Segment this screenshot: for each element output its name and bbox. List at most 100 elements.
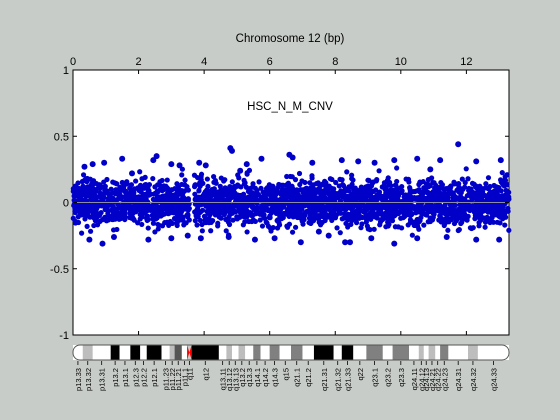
band-label: q13.11 [219, 368, 228, 390]
data-point [488, 215, 494, 221]
data-point [206, 191, 212, 197]
data-point [164, 177, 170, 183]
data-point [139, 221, 145, 228]
x-axis-ticks: 0 2 4 6 8 10 12 [70, 56, 473, 335]
data-point [192, 191, 198, 197]
data-point [465, 176, 471, 182]
data-point [130, 210, 137, 216]
data-point [97, 190, 103, 196]
data-point [136, 194, 142, 200]
data-point [105, 198, 111, 205]
data-point [459, 176, 465, 182]
data-point [192, 218, 198, 224]
data-point [75, 180, 81, 186]
data-point [169, 203, 175, 210]
data-point [143, 195, 149, 201]
data-point [337, 207, 343, 214]
data-point [469, 180, 476, 186]
data-point-outlier [427, 166, 434, 173]
data-point [179, 172, 185, 178]
data-point [448, 216, 455, 223]
data-point [84, 187, 91, 193]
data-point [87, 176, 93, 182]
data-point [235, 182, 241, 188]
data-point [469, 197, 475, 203]
centromere-band [189, 345, 192, 360]
data-point [451, 181, 458, 187]
band-label: p13.33 [74, 368, 83, 391]
band-label: p12.2 [139, 368, 148, 387]
band-label: q23.1 [371, 368, 380, 387]
ideogram-band [333, 345, 342, 360]
band-label: p13.2 [111, 368, 120, 387]
data-point [266, 198, 273, 204]
data-point [463, 166, 469, 172]
band-label: q24.21 [428, 368, 437, 391]
data-point [410, 196, 416, 202]
data-point [130, 191, 136, 197]
data-point-outlier [153, 153, 160, 160]
data-point [374, 196, 381, 203]
data-point [71, 193, 77, 199]
data-point [142, 174, 148, 180]
data-point [364, 223, 370, 229]
data-point [248, 191, 255, 197]
data-point [317, 200, 323, 206]
data-point-outlier [443, 233, 450, 240]
data-point [334, 193, 340, 199]
data-point [472, 212, 478, 219]
data-point [151, 206, 157, 212]
band-label: p13.31 [98, 368, 107, 391]
band-label: q13.2 [238, 368, 247, 387]
data-point [367, 227, 373, 233]
data-point [157, 179, 163, 185]
data-point [240, 191, 247, 197]
data-point [226, 197, 232, 203]
data-point [183, 220, 189, 226]
data-point [505, 195, 511, 201]
ideogram-band [253, 345, 261, 360]
data-point [416, 226, 422, 232]
data-point [402, 192, 409, 198]
data-point [319, 182, 325, 188]
ideogram-band [174, 345, 182, 360]
data-point [78, 193, 85, 199]
data-point-outlier [196, 159, 203, 166]
data-point-outlier [342, 239, 349, 246]
data-point [493, 211, 499, 218]
ideogram-band [169, 345, 175, 360]
data-point [430, 197, 436, 203]
data-point [210, 218, 216, 224]
data-point [421, 222, 427, 228]
band-labels: p13.33 p13.32 p13.31 p13.2 p13.1 p12.3 p12.2 p1… [74, 361, 498, 391]
data-point [76, 203, 82, 209]
data-point [291, 212, 297, 218]
data-point [503, 187, 509, 194]
data-point [164, 206, 170, 212]
data-point [324, 204, 330, 210]
chromosome-ideogram [72, 344, 510, 361]
data-point [197, 182, 204, 188]
ideogram-band [428, 345, 436, 360]
data-point [452, 207, 458, 214]
data-point [339, 177, 345, 183]
data-point-outlier [228, 147, 235, 154]
y-axis-ticks: 1 0.5 0 -0.5 -1 [50, 65, 509, 342]
data-point [209, 209, 215, 215]
y-tick-label: -1 [59, 330, 69, 342]
data-point [212, 178, 219, 184]
data-point [331, 186, 337, 192]
data-point [398, 215, 404, 221]
ideogram-band [245, 345, 254, 360]
data-point [192, 197, 198, 203]
ideogram-band [477, 345, 509, 360]
data-point [150, 220, 157, 226]
x-tick-label: 8 [332, 56, 338, 68]
data-point [211, 186, 217, 192]
ideogram-band [418, 345, 424, 360]
data-point [309, 173, 315, 179]
data-point [124, 179, 130, 185]
data-point [196, 210, 202, 216]
data-point [156, 198, 162, 205]
ideogram-outline [72, 344, 510, 361]
